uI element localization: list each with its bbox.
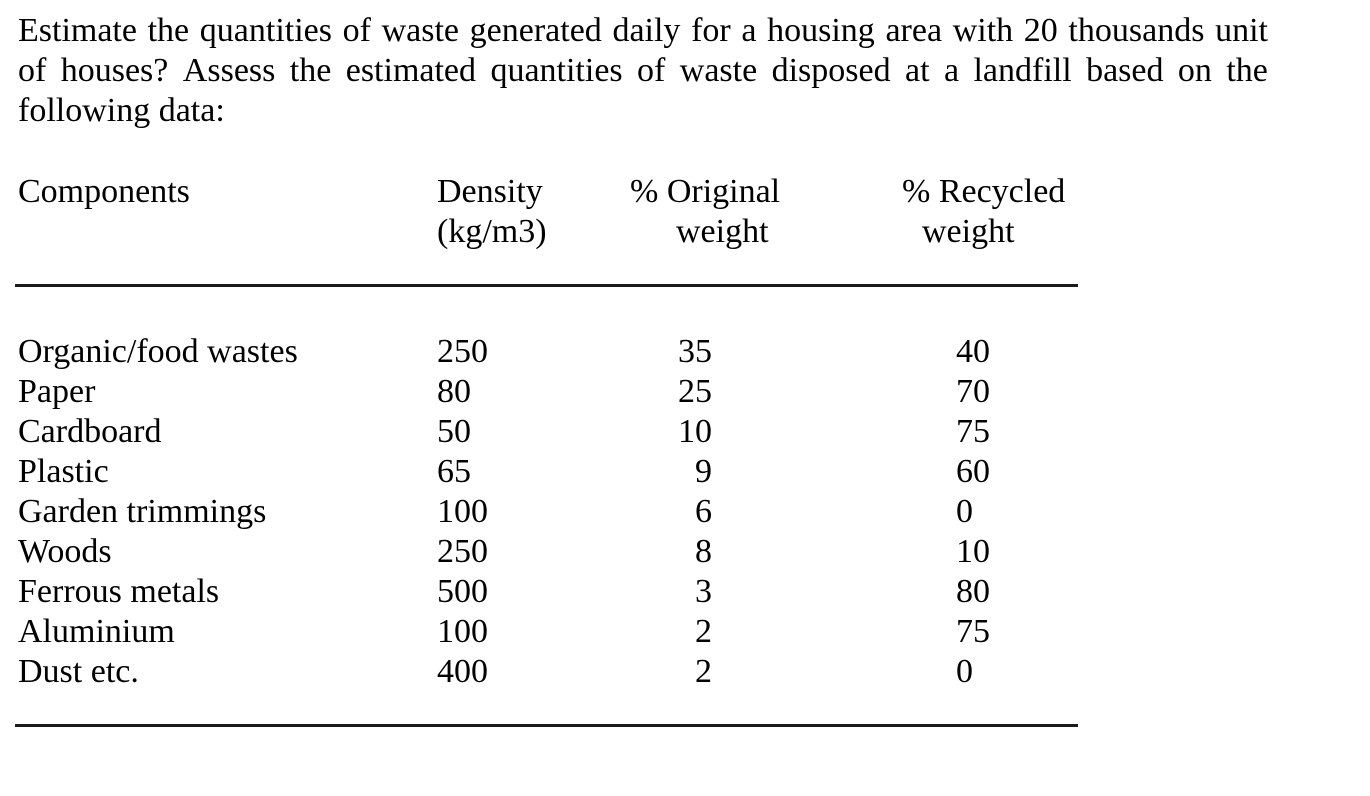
table-header-density-units: (kg/m3) xyxy=(437,213,547,250)
table-row: Cardboard 50 10 75 xyxy=(0,412,1100,452)
component-cell: Cardboard xyxy=(18,413,162,450)
recycled-pct-cell: 0 xyxy=(956,653,973,690)
question-paragraph: Estimate the quantities of waste generated dai… xyxy=(18,11,1268,131)
original-pct-cell: 2 xyxy=(695,613,712,650)
component-cell: Woods xyxy=(18,533,112,570)
recycled-pct-cell: 60 xyxy=(956,453,990,490)
table-header-original-weight-sub: weight xyxy=(676,213,769,250)
original-pct-cell: 10 xyxy=(678,413,712,450)
original-pct-cell: 6 xyxy=(695,493,712,530)
table-header-recycled-weight-sub: weight xyxy=(922,213,1015,250)
table-row: Plastic 65 9 60 xyxy=(0,452,1100,492)
table-header-components: Components xyxy=(18,173,190,210)
original-pct-cell: 3 xyxy=(695,573,712,610)
density-cell: 100 xyxy=(437,493,488,530)
component-cell: Dust etc. xyxy=(18,653,139,690)
table-row: Paper 80 25 70 xyxy=(0,372,1100,412)
density-cell: 400 xyxy=(437,653,488,690)
density-cell: 50 xyxy=(437,413,471,450)
component-cell: Aluminium xyxy=(18,613,175,650)
component-cell: Paper xyxy=(18,373,96,410)
recycled-pct-cell: 75 xyxy=(956,613,990,650)
table-row: Garden trimmings 100 6 0 xyxy=(0,492,1100,532)
table-row: Aluminium 100 2 75 xyxy=(0,612,1100,652)
table-rule-top xyxy=(15,284,1078,287)
table-header-original-weight: % Original xyxy=(630,173,781,210)
density-cell: 100 xyxy=(437,613,488,650)
recycled-pct-cell: 75 xyxy=(956,413,990,450)
component-cell: Ferrous metals xyxy=(18,573,220,610)
original-pct-cell: 2 xyxy=(695,653,712,690)
density-cell: 80 xyxy=(437,373,471,410)
original-pct-cell: 25 xyxy=(678,373,712,410)
question-line-3: following data: xyxy=(18,92,225,129)
original-pct-cell: 35 xyxy=(678,333,712,370)
density-cell: 250 xyxy=(437,333,488,370)
recycled-pct-cell: 40 xyxy=(956,333,990,370)
original-pct-cell: 9 xyxy=(695,453,712,490)
density-cell: 65 xyxy=(437,453,471,490)
table-header-recycled-weight: % Recycled xyxy=(902,173,1066,210)
table-row: Organic/food wastes 250 35 40 xyxy=(0,332,1100,372)
question-line-1: Estimate the quantities of waste generated dai… xyxy=(18,12,1268,49)
component-cell: Plastic xyxy=(18,453,109,490)
table-row: Dust etc. 400 2 0 xyxy=(0,652,1100,692)
question-line-2: of houses? Assess the estimated quantities of w… xyxy=(18,52,1268,89)
density-cell: 500 xyxy=(437,573,488,610)
recycled-pct-cell: 0 xyxy=(956,493,973,530)
recycled-pct-cell: 10 xyxy=(956,533,990,570)
table-rule-bottom xyxy=(15,724,1078,727)
table-row: Woods 250 8 10 xyxy=(0,532,1100,572)
original-pct-cell: 8 xyxy=(695,533,712,570)
table-row: Ferrous metals 500 3 80 xyxy=(0,572,1100,612)
density-cell: 250 xyxy=(437,533,488,570)
table-header-density: Density xyxy=(437,173,543,210)
component-cell: Garden trimmings xyxy=(18,493,267,530)
recycled-pct-cell: 80 xyxy=(956,573,990,610)
component-cell: Organic/food wastes xyxy=(18,333,298,370)
recycled-pct-cell: 70 xyxy=(956,373,990,410)
